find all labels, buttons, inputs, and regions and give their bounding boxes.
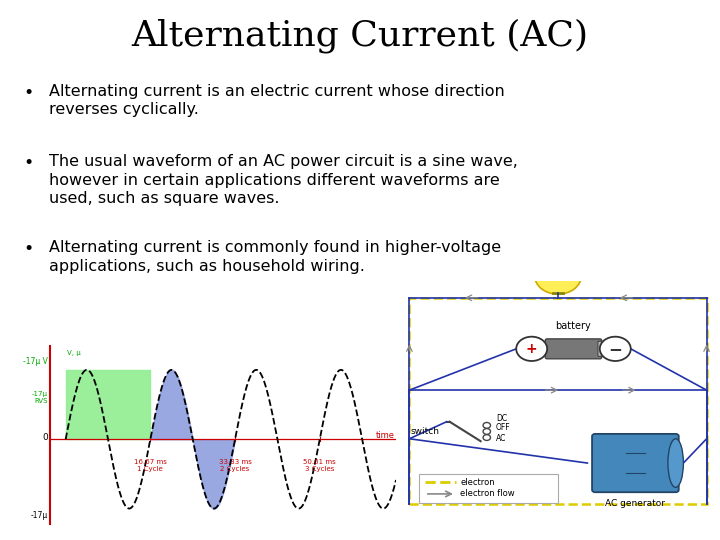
- Text: +: +: [526, 342, 538, 356]
- Circle shape: [483, 429, 490, 434]
- Text: The usual waveform of an AC power circuit is a sine wave,
however in certain app: The usual waveform of an AC power circui…: [49, 154, 518, 206]
- Text: AC generator: AC generator: [606, 500, 665, 509]
- Text: V, μ: V, μ: [67, 350, 81, 356]
- Text: Alternating current is an electric current whose direction
reverses cyclically.: Alternating current is an electric curre…: [49, 84, 505, 117]
- Text: 16.67 ms
1 Cycle: 16.67 ms 1 Cycle: [134, 458, 167, 471]
- Circle shape: [600, 337, 631, 361]
- Text: AC: AC: [496, 434, 506, 443]
- Text: OFF: OFF: [496, 423, 510, 432]
- Circle shape: [483, 422, 490, 428]
- Circle shape: [516, 337, 547, 361]
- FancyBboxPatch shape: [592, 434, 679, 492]
- Text: −: −: [608, 340, 622, 358]
- Text: DC: DC: [496, 414, 507, 422]
- Text: electron: electron: [461, 478, 495, 487]
- Text: Alternating current is commonly found in higher-voltage
applications, such as ho: Alternating current is commonly found in…: [49, 240, 501, 274]
- Text: •: •: [23, 240, 33, 258]
- Text: -17μ
RVS: -17μ RVS: [32, 392, 48, 404]
- Text: 33.33 ms
2 Cycles: 33.33 ms 2 Cycles: [219, 458, 251, 471]
- Text: •: •: [23, 154, 33, 172]
- Bar: [410, 298, 706, 504]
- Circle shape: [483, 435, 490, 441]
- FancyBboxPatch shape: [545, 339, 602, 359]
- Text: -17μ: -17μ: [31, 511, 48, 520]
- Ellipse shape: [668, 438, 683, 487]
- Text: battery: battery: [556, 321, 591, 330]
- Text: 0: 0: [42, 434, 48, 442]
- Text: switch: switch: [410, 427, 439, 436]
- Text: -17μ V: -17μ V: [23, 357, 48, 366]
- Text: •: •: [23, 84, 33, 102]
- Circle shape: [535, 258, 581, 294]
- FancyBboxPatch shape: [598, 341, 617, 356]
- FancyBboxPatch shape: [419, 474, 558, 503]
- Text: Alternating Current (AC): Alternating Current (AC): [132, 19, 588, 53]
- Text: electron flow: electron flow: [461, 489, 515, 498]
- Text: time: time: [376, 431, 395, 440]
- Text: 50.01 ms
3 Cycles: 50.01 ms 3 Cycles: [303, 458, 336, 471]
